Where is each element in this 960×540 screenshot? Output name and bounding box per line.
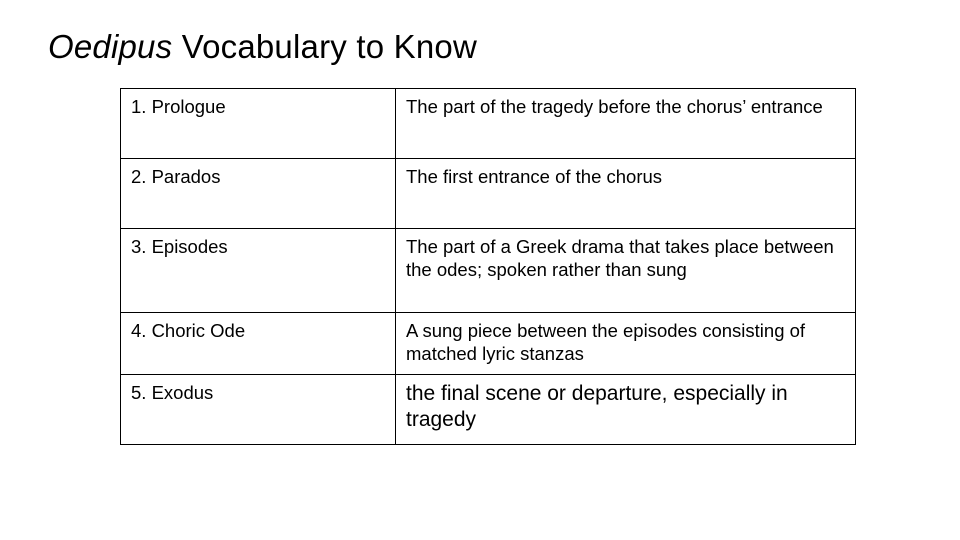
- table-row: 1. Prologue The part of the tragedy befo…: [121, 89, 856, 159]
- definition-cell: A sung piece between the episodes consis…: [396, 313, 856, 375]
- title-italic: Oedipus: [48, 28, 182, 65]
- definition-cell: The part of a Greek drama that takes pla…: [396, 229, 856, 313]
- definition-cell: The part of the tragedy before the choru…: [396, 89, 856, 159]
- table-row: 4. Choric Ode A sung piece between the e…: [121, 313, 856, 375]
- vocab-table: 1. Prologue The part of the tragedy befo…: [120, 88, 856, 445]
- table-row: 2. Parados The first entrance of the cho…: [121, 159, 856, 229]
- term-cell: 5. Exodus: [121, 375, 396, 445]
- term-cell: 4. Choric Ode: [121, 313, 396, 375]
- term-cell: 1. Prologue: [121, 89, 396, 159]
- page-title: Oedipus Vocabulary to Know: [48, 28, 912, 66]
- slide: Oedipus Vocabulary to Know 1. Prologue T…: [0, 0, 960, 540]
- title-rest: Vocabulary to Know: [182, 28, 477, 65]
- definition-cell: The first entrance of the chorus: [396, 159, 856, 229]
- term-cell: 3. Episodes: [121, 229, 396, 313]
- table-row: 3. Episodes The part of a Greek drama th…: [121, 229, 856, 313]
- term-cell: 2. Parados: [121, 159, 396, 229]
- table-row: 5. Exodus the final scene or departure, …: [121, 375, 856, 445]
- definition-cell: the final scene or departure, especially…: [396, 375, 856, 445]
